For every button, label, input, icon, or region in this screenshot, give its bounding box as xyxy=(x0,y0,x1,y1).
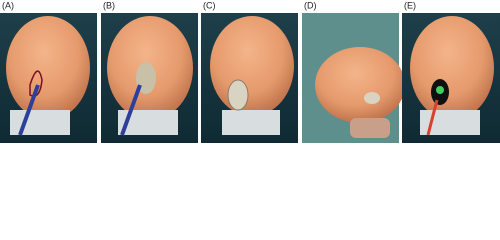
figure: (A) (B) (C) (D) (E) xyxy=(0,0,500,143)
head-holder xyxy=(10,110,70,135)
panel: (E) xyxy=(402,0,500,143)
head-model xyxy=(410,16,494,120)
instrument xyxy=(120,84,142,136)
craniotomy xyxy=(227,79,249,111)
panel-label: (C) xyxy=(203,0,216,10)
head-model xyxy=(315,47,405,123)
panel-label: (A) xyxy=(2,0,14,10)
gloved-hand xyxy=(350,118,390,138)
light-spot xyxy=(436,86,444,94)
panel-label: (D) xyxy=(304,0,317,10)
panel: (C) xyxy=(201,0,298,143)
panel: (A) xyxy=(0,0,97,143)
head-holder xyxy=(222,110,280,135)
instrument xyxy=(426,99,439,136)
panel-label: (B) xyxy=(103,0,115,10)
marker-pen xyxy=(18,84,40,136)
panel-label: (E) xyxy=(404,0,416,10)
head-model xyxy=(210,16,294,116)
panel: (B) xyxy=(101,0,198,143)
head-model xyxy=(6,16,90,120)
bone-flap xyxy=(364,92,380,104)
panel: (D) xyxy=(302,0,405,143)
